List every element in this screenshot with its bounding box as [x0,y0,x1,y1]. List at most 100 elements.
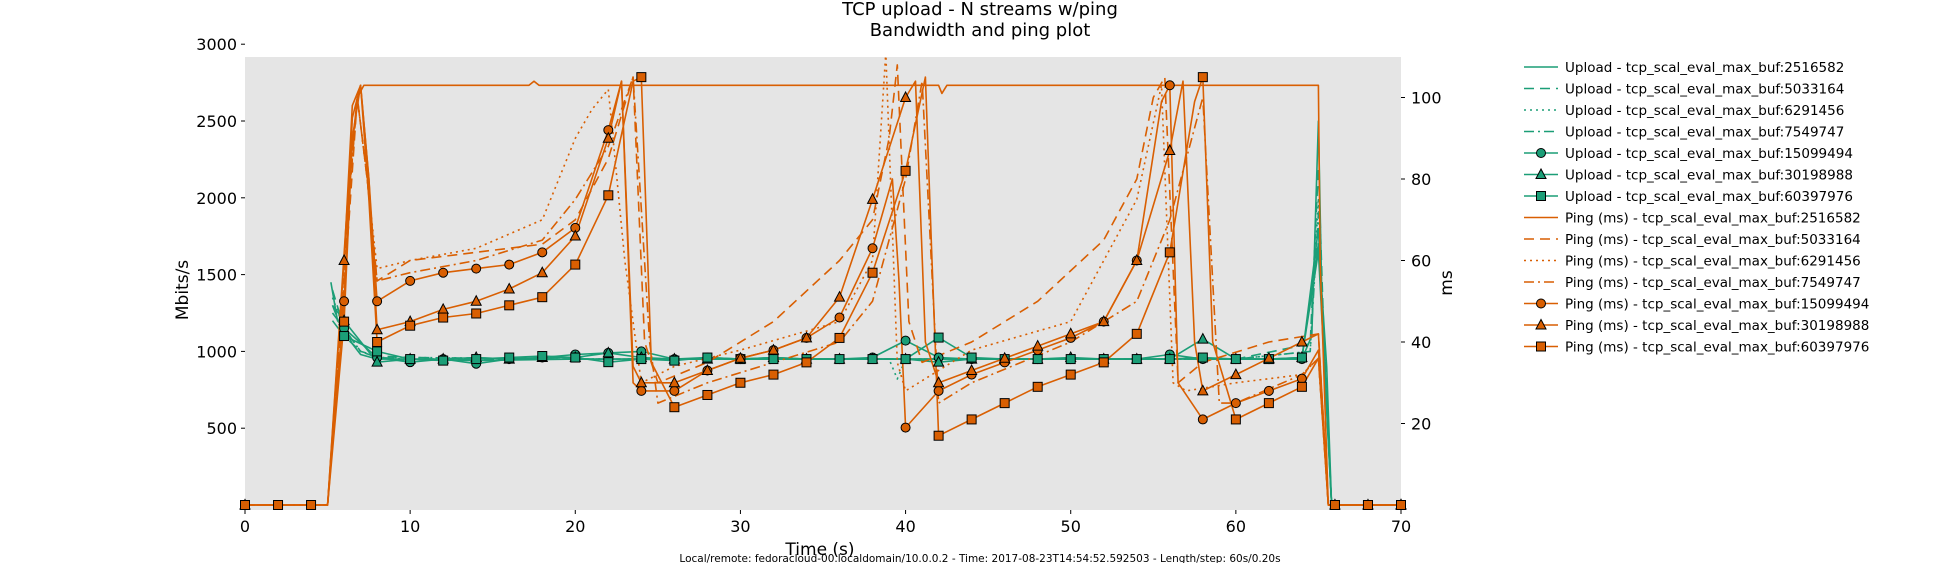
ping-point [503,282,516,294]
upload-point [1032,354,1043,365]
ping-point [536,266,549,278]
legend-entry: Upload - tcp_scal_eval_max_buf:30198988 [1524,168,1853,184]
ping-point [932,376,945,388]
upload-point [537,351,548,362]
legend-entry: Upload - tcp_scal_eval_max_buf:5033164 [1524,82,1844,98]
legend-entry: Upload - tcp_scal_eval_max_buf:7549747 [1524,125,1844,141]
x-tick-label: 0 [240,517,250,536]
upload-point [834,354,845,365]
x-tick-label: 10 [400,517,420,536]
ping-point [372,296,383,307]
ping-point [702,389,713,400]
upload-point [405,354,416,365]
x-tick-label: 50 [1061,517,1081,536]
ping-point [833,290,846,302]
ping-point [834,332,845,343]
ping-point [636,72,647,83]
upload-point [1065,354,1076,365]
upload-point [1197,352,1208,363]
legend-marker [1536,341,1546,352]
ping-point [470,294,483,306]
ping-point [339,316,350,327]
ping-point [669,402,680,413]
upload-point [768,354,779,365]
y-tick-label: 1500 [196,266,237,285]
upload-point [603,357,614,368]
ping-point [371,323,383,335]
upload-point [669,355,680,366]
upload-point [1197,332,1209,344]
legend-entry: Ping (ms) - tcp_scal_eval_max_buf:754974… [1524,275,1861,291]
legend-label: Ping (ms) - tcp_scal_eval_max_buf:603979… [1565,340,1869,356]
ping-point [1329,500,1340,510]
upload-point [602,346,615,358]
upload-point [702,352,713,363]
ping-point [471,263,482,274]
ping-point [537,247,548,258]
ping-point [1163,143,1176,155]
x-tick-label: 40 [895,517,915,536]
ping-point [1263,385,1274,396]
legend-entry: Ping (ms) - tcp_scal_eval_max_buf:301989… [1524,318,1869,334]
upload-point [339,331,350,342]
ping-point [1131,328,1142,339]
ping-point [338,253,350,265]
ping-point [306,500,317,510]
ping-line-1 [245,64,1401,506]
ping-point [1130,253,1143,265]
upload-point [570,352,581,363]
ping-point [240,500,250,510]
ping-point [636,385,647,396]
y-axis-ticks: 500 1000 1500 2000 2500 3000 [196,35,245,438]
ping-point [1164,80,1175,91]
upload-point [1131,354,1142,365]
ping-point [1362,500,1373,510]
ping-line-4 [245,80,1401,506]
legend-label: Ping (ms) - tcp_scal_eval_max_buf:251658… [1565,211,1861,227]
upload-point [933,332,944,343]
ping-point [405,275,416,286]
ping-line-5 [245,80,1401,506]
legend-entry: Ping (ms) - tcp_scal_eval_max_buf:629145… [1524,254,1861,270]
ping-point [1197,384,1209,396]
ping-point [537,292,548,303]
legend-label: Upload - tcp_scal_eval_max_buf:6291456 [1565,103,1844,119]
upload-line-6 [331,250,1401,506]
legend-label: Upload - tcp_scal_eval_max_buf:30198988 [1565,168,1853,184]
legend-label: Ping (ms) - tcp_scal_eval_max_buf:503316… [1565,232,1861,248]
legend-label: Ping (ms) - tcp_scal_eval_max_buf:150994… [1565,297,1869,313]
legend-marker [1535,167,1547,179]
legend: Upload - tcp_scal_eval_max_buf:2516582 Up… [1524,60,1869,356]
ping-point [1230,414,1241,425]
y2-tick-label: 20 [1411,415,1431,434]
legend-label: Ping (ms) - tcp_scal_eval_max_buf:629145… [1565,254,1861,270]
upload-point [1296,352,1307,363]
ping-point [999,398,1010,409]
x-tick-label: 20 [565,517,585,536]
legend-label: Upload - tcp_scal_eval_max_buf:7549747 [1565,125,1844,141]
ping-point [899,90,912,102]
upload-point [1164,354,1175,365]
ping-point [867,267,878,278]
ping-point [1263,351,1275,363]
ping-line-2 [245,57,1401,506]
legend-entry: Ping (ms) - tcp_scal_eval_max_buf:603979… [1524,340,1869,356]
ping-point [1097,315,1110,327]
legend-label: Upload - tcp_scal_eval_max_buf:5033164 [1565,82,1844,98]
ping-point [504,259,515,270]
upload-point [1230,354,1241,365]
chart-title: TCP upload - N streams w/ping [841,0,1118,20]
ping-point [372,337,383,347]
ping-point [1164,247,1175,258]
upload-point [504,352,515,363]
legend-entry: Upload - tcp_scal_eval_max_buf:6291456 [1524,103,1844,119]
ping-point [1396,500,1406,510]
y-axis-label: Mbits/s [173,260,193,320]
legend-label: Upload - tcp_scal_eval_max_buf:2516582 [1565,60,1844,76]
legend-entry: Upload - tcp_scal_eval_max_buf:15099494 [1524,146,1853,162]
ping-point [900,422,911,433]
x-axis-label: Time (s) [784,540,854,560]
upload-point [471,354,482,365]
ping-point [668,376,681,388]
